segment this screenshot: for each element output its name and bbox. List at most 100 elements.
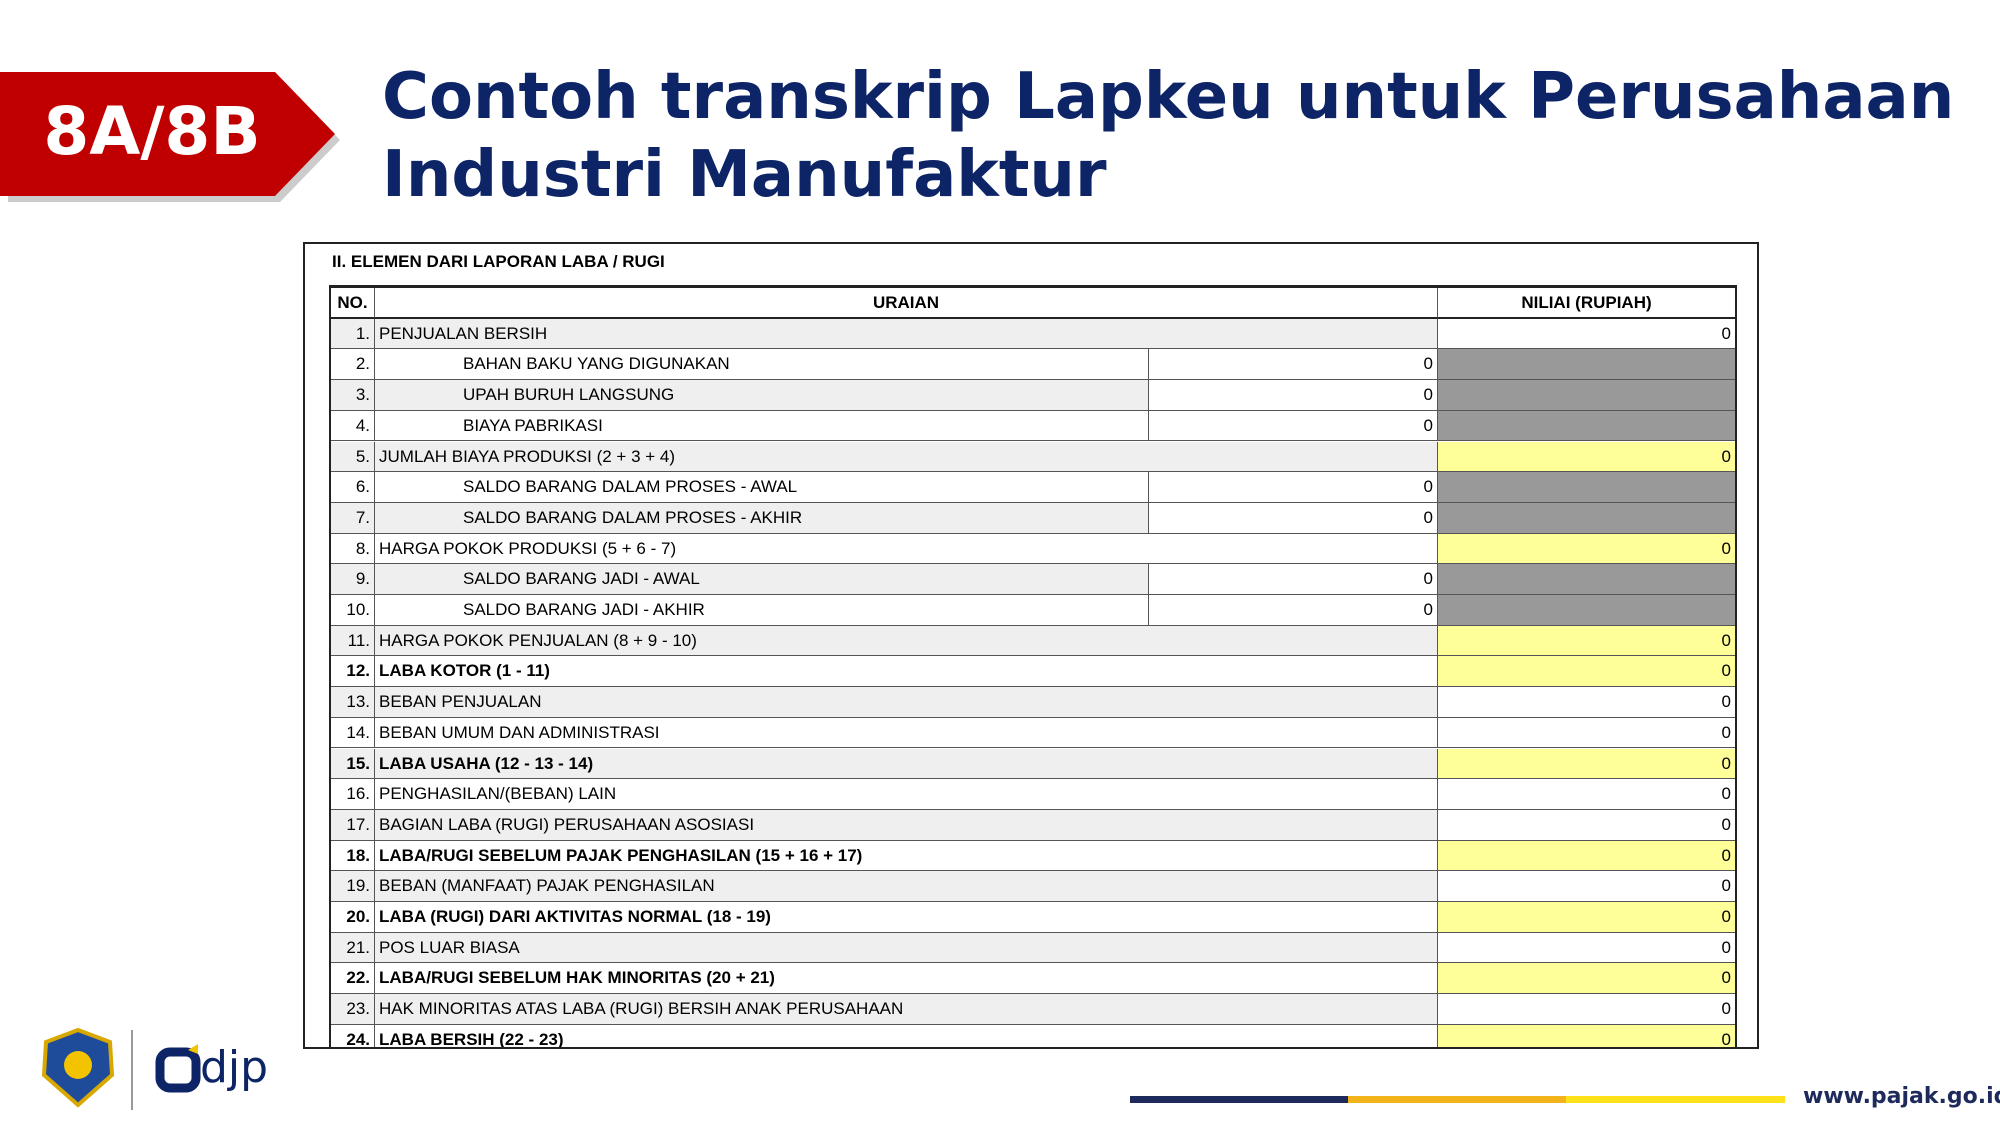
row-label: LABA KOTOR (1 - 11): [375, 656, 1438, 688]
badge-text: 8A/8B: [43, 93, 260, 170]
row-value: 0: [1438, 656, 1735, 688]
row-number: 11.: [331, 625, 375, 657]
sub-value: 0: [1149, 349, 1438, 381]
row-value: 0: [1438, 871, 1735, 902]
badge-shape: 8A/8B: [0, 72, 340, 202]
row-value: 0: [1438, 932, 1735, 964]
row-number: 18.: [331, 840, 375, 872]
row-value: 0: [1438, 687, 1735, 718]
row-number: 13.: [331, 687, 375, 718]
row-value: 0: [1438, 809, 1735, 841]
section-title: II. ELEMEN DARI LAPORAN LABA / RUGI: [332, 252, 665, 271]
disabled-cell: [1438, 380, 1735, 411]
sub-value: 0: [1149, 564, 1438, 595]
row-label: SALDO BARANG JADI - AKHIR: [375, 595, 1149, 626]
badge-arrow: [0, 72, 335, 196]
table-frame: II. ELEMEN DARI LAPORAN LABA / RUGI NO. U…: [303, 242, 1759, 1049]
row-label: BAGIAN LABA (RUGI) PERUSAHAAN ASOSIASI: [375, 809, 1438, 841]
logo-mark: [155, 1047, 201, 1093]
row-number: 10.: [331, 595, 375, 626]
sub-value: 0: [1149, 410, 1438, 442]
row-number: 12.: [331, 656, 375, 688]
disabled-cell: [1438, 502, 1735, 534]
title: Contoh transkrip Lapkeu untuk Perusahaan…: [382, 58, 1954, 214]
row-number: 22.: [331, 963, 375, 995]
row-number: 9.: [331, 564, 375, 595]
row-label: LABA BERSIH (22 - 23): [375, 1024, 1438, 1047]
row-number: 21.: [331, 932, 375, 964]
title-line: Contoh transkrip Lapkeu untuk Perusahaan: [382, 60, 1955, 134]
logo-text: djp: [200, 1042, 268, 1093]
row-number: 4.: [331, 410, 375, 442]
row-number: 24.: [331, 1024, 375, 1047]
row-label: BAHAN BAKU YANG DIGUNAKAN: [375, 349, 1149, 381]
row-number: 8.: [331, 533, 375, 565]
bar-navy: [1130, 1096, 1348, 1103]
disabled-cell: [1438, 410, 1735, 442]
row-value: 0: [1438, 441, 1735, 473]
row-number: 19.: [331, 871, 375, 902]
row-label: HARGA POKOK PENJUALAN (8 + 9 - 10): [375, 625, 1438, 657]
row-label: PENJUALAN BERSIH: [375, 318, 1438, 350]
row-number: 7.: [331, 502, 375, 534]
row-label: BIAYA PABRIKASI: [375, 410, 1149, 442]
row-value: 0: [1438, 779, 1735, 810]
row-value: 0: [1438, 717, 1735, 749]
row-label: LABA (RUGI) DARI AKTIVITAS NORMAL (18 - …: [375, 902, 1438, 933]
sub-value: 0: [1149, 502, 1438, 534]
row-label: LABA/RUGI SEBELUM HAK MINORITAS (20 + 21…: [375, 963, 1438, 995]
row-value: 0: [1438, 994, 1735, 1025]
row-label: LABA/RUGI SEBELUM PAJAK PENGHASILAN (15 …: [375, 840, 1438, 872]
row-label: LABA USAHA (12 - 13 - 14): [375, 748, 1438, 780]
row-number: 2.: [331, 349, 375, 381]
logos: djp: [41, 1027, 268, 1110]
row-label: JUMLAH BIAYA PRODUKSI (2 + 3 + 4): [375, 441, 1438, 473]
header-cell: NILIAI (RUPIAH): [1438, 288, 1735, 319]
url: www.pajak.go.id: [1803, 1084, 2000, 1109]
row-value: 0: [1438, 840, 1735, 872]
row-label: POS LUAR BIASA: [375, 932, 1438, 964]
row-label: PENGHASILAN/(BEBAN) LAIN: [375, 779, 1438, 810]
emblem-center: [64, 1051, 92, 1079]
row-label: BEBAN PENJUALAN: [375, 687, 1438, 718]
sub-value: 0: [1149, 595, 1438, 626]
row-number: 23.: [331, 994, 375, 1025]
header-cell: URAIAN: [375, 288, 1438, 319]
row-label: BEBAN UMUM DAN ADMINISTRASI: [375, 717, 1438, 749]
row-label: HAK MINORITAS ATAS LABA (RUGI) BERSIH AN…: [375, 994, 1438, 1025]
row-label: SALDO BARANG DALAM PROSES - AKHIR: [375, 502, 1149, 534]
row-number: 14.: [331, 717, 375, 749]
row-number: 1.: [331, 318, 375, 350]
row-number: 5.: [331, 441, 375, 473]
bar-yellow: [1566, 1096, 1785, 1103]
row-number: 17.: [331, 809, 375, 841]
row-value: 0: [1438, 625, 1735, 657]
row-value: 0: [1438, 963, 1735, 995]
sub-value: 0: [1149, 472, 1438, 503]
row-label: BEBAN (MANFAAT) PAJAK PENGHASILAN: [375, 871, 1438, 902]
row-number: 3.: [331, 380, 375, 411]
title-line: Industri Manufaktur: [382, 138, 1107, 212]
row-value: 0: [1438, 318, 1735, 350]
row-label: HARGA POKOK PRODUKSI (5 + 6 - 7): [375, 533, 1438, 565]
sub-value: 0: [1149, 380, 1438, 411]
disabled-cell: [1438, 349, 1735, 381]
row-number: 15.: [331, 748, 375, 780]
header-cell: NO.: [331, 288, 375, 319]
bar-gold: [1348, 1096, 1566, 1103]
row-number: 16.: [331, 779, 375, 810]
logo-accent: [188, 1044, 198, 1054]
row-label: UPAH BURUH LANGSUNG: [375, 380, 1149, 411]
row-value: 0: [1438, 902, 1735, 933]
row-value: 0: [1438, 1024, 1735, 1047]
table: NO. URAIAN NILIAI (RUPIAH) 1. PENJUALAN BERS…: [329, 285, 1737, 1047]
row-label: SALDO BARANG JADI - AWAL: [375, 564, 1149, 595]
disabled-cell: [1438, 595, 1735, 626]
row-label: SALDO BARANG DALAM PROSES - AWAL: [375, 472, 1149, 503]
row-number: 6.: [331, 472, 375, 503]
row-value: 0: [1438, 533, 1735, 565]
row-number: 20.: [331, 902, 375, 933]
disabled-cell: [1438, 472, 1735, 503]
disabled-cell: [1438, 564, 1735, 595]
